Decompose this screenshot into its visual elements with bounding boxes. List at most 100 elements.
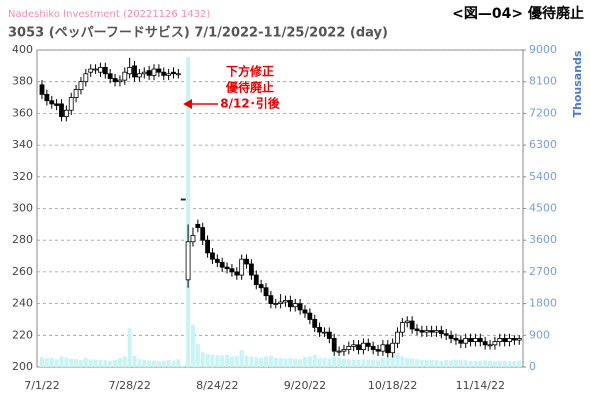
candle-body	[370, 345, 376, 350]
candle-body	[127, 67, 133, 75]
candle-body	[331, 338, 337, 352]
volume-bar	[215, 355, 220, 367]
volume-bar	[414, 359, 419, 367]
candle-body	[283, 300, 288, 303]
volume-bar	[113, 359, 118, 367]
volume-bar	[132, 355, 137, 367]
volume-bar	[147, 360, 152, 367]
candle-body	[249, 263, 254, 276]
candle-body	[78, 81, 84, 91]
volume-bar	[312, 354, 317, 367]
candle-body	[98, 67, 103, 73]
y2-tick-label: 2700	[529, 265, 557, 278]
volume-bar	[449, 360, 454, 367]
candle-body	[487, 344, 493, 347]
volume-bar	[186, 57, 191, 368]
candle-body	[477, 338, 483, 343]
candle-body	[511, 338, 517, 341]
candle-body	[63, 109, 69, 117]
volume-bar	[161, 360, 166, 367]
candle-body	[141, 71, 147, 75]
y-tick-label: 300	[12, 202, 33, 215]
candle-body	[239, 258, 245, 276]
volume-bar	[54, 359, 59, 367]
candle-body	[409, 320, 415, 330]
candle-body	[448, 334, 454, 339]
volume-bar	[439, 360, 444, 367]
volume-bar	[254, 357, 259, 367]
candle-body	[39, 84, 45, 95]
volume-bar	[190, 324, 195, 367]
volume-bar	[424, 359, 429, 367]
volume-bar	[234, 355, 239, 367]
candle-body	[171, 71, 176, 75]
volume-bar	[220, 355, 225, 367]
volume-bar	[278, 358, 283, 367]
candle-body	[54, 103, 60, 106]
candle-body	[424, 330, 430, 333]
y-tick-label: 260	[12, 265, 33, 278]
y-tick-label: 200	[12, 360, 33, 373]
volume-bar	[244, 355, 249, 367]
volume-bar	[458, 359, 463, 367]
y-tick-label: 400	[12, 43, 33, 56]
candle-body	[341, 349, 347, 352]
volume-bar	[93, 359, 98, 367]
volume-bar	[366, 359, 371, 367]
volume-bar	[346, 359, 351, 367]
candle-body	[336, 350, 342, 353]
volume-bar	[166, 359, 171, 367]
candle-body	[229, 268, 235, 273]
annotation-line: 下方修正	[226, 64, 274, 79]
candle-body	[463, 338, 469, 344]
y-tick-label: 380	[12, 75, 33, 88]
volume-bar	[322, 358, 327, 367]
y2-tick-label: 9000	[529, 43, 557, 56]
candle-body	[107, 73, 113, 79]
y2-tick-label: 4500	[529, 202, 557, 215]
candle-body	[166, 73, 172, 76]
volume-bar	[200, 352, 205, 367]
volume-bar	[463, 360, 468, 367]
volume-bar	[283, 358, 288, 367]
volume-bar	[341, 358, 346, 367]
volume-bar	[249, 356, 254, 367]
candle-body	[453, 338, 459, 341]
volume-bar	[376, 360, 381, 367]
volume-bar	[419, 359, 424, 367]
annotation-line: 8/12･引後	[220, 96, 280, 111]
volume-bar	[337, 358, 342, 367]
volume-bar	[473, 361, 478, 367]
volume-bar	[410, 358, 415, 367]
x-tick-label: 8/24/22	[196, 379, 238, 392]
y2-tick-label: 8100	[529, 75, 557, 88]
y2-tick-label: 5400	[529, 170, 557, 183]
volume-bar	[502, 361, 507, 367]
candle-body	[185, 241, 191, 281]
plot	[37, 49, 523, 368]
candle-body	[253, 274, 259, 285]
candle-body	[93, 68, 98, 71]
candle-body	[365, 342, 371, 347]
candle-body	[297, 303, 303, 311]
candle-body	[59, 103, 64, 117]
volume-bar	[380, 357, 385, 367]
x-tick-label: 7/28/22	[108, 379, 150, 392]
volume-bar	[108, 360, 113, 367]
volume-bar	[492, 361, 497, 367]
candle-body	[346, 345, 352, 350]
volume-bar	[293, 358, 298, 367]
volume-bar	[137, 359, 142, 367]
candle-body	[414, 328, 420, 331]
volume-bar	[512, 361, 517, 367]
volume-bar	[181, 365, 186, 367]
volume-bar	[176, 359, 181, 367]
candle-body	[112, 78, 118, 83]
candle-body	[102, 67, 108, 75]
annotation-line: 優待廃止	[225, 80, 274, 95]
volume-bar	[356, 359, 361, 367]
candle-body	[258, 284, 264, 289]
x-tick-label: 9/20/22	[284, 379, 326, 392]
candle-body	[292, 303, 298, 308]
candle-body	[83, 73, 89, 83]
